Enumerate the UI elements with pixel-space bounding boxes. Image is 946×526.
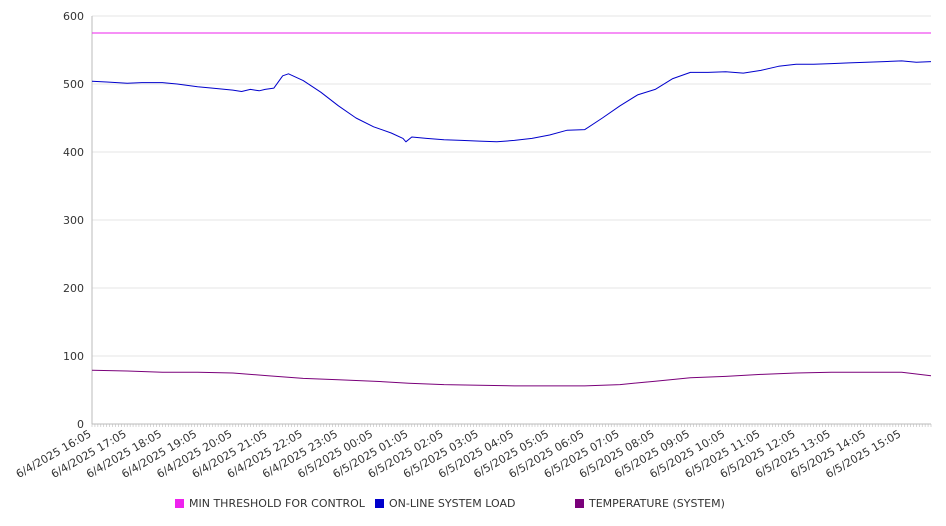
y-tick-label: 200 <box>63 282 84 295</box>
series-line-temperature <box>91 369 932 387</box>
y-tick-label: 400 <box>63 146 84 159</box>
series-line-load <box>91 60 932 143</box>
legend: MIN THRESHOLD FOR CONTROL ON-LINE SYSTEM… <box>0 497 946 515</box>
y-tick-label: 300 <box>63 214 84 227</box>
gridlines <box>92 15 931 357</box>
y-tick-label: 100 <box>63 350 84 363</box>
legend-item-temperature[interactable]: TEMPERATURE (SYSTEM) <box>575 497 725 510</box>
legend-item-threshold[interactable]: MIN THRESHOLD FOR CONTROL <box>175 497 365 510</box>
y-tick-label: 600 <box>63 10 84 23</box>
y-tick-label: 500 <box>63 78 84 91</box>
y-tick-label: 0 <box>77 418 84 431</box>
legend-swatch-temperature <box>575 499 584 508</box>
legend-swatch-load <box>375 499 384 508</box>
legend-label-load: ON-LINE SYSTEM LOAD <box>389 497 516 510</box>
legend-label-threshold: MIN THRESHOLD FOR CONTROL <box>189 497 365 510</box>
legend-item-load[interactable]: ON-LINE SYSTEM LOAD <box>375 497 515 510</box>
legend-swatch-threshold <box>175 499 184 508</box>
y-axis: 0 100 200 300 400 500 600 <box>63 10 84 431</box>
series-lines <box>91 32 932 387</box>
legend-label-temperature: TEMPERATURE (SYSTEM) <box>589 497 725 510</box>
x-axis: 6/4/2025 16:056/4/2025 17:056/4/2025 18:… <box>14 16 932 481</box>
